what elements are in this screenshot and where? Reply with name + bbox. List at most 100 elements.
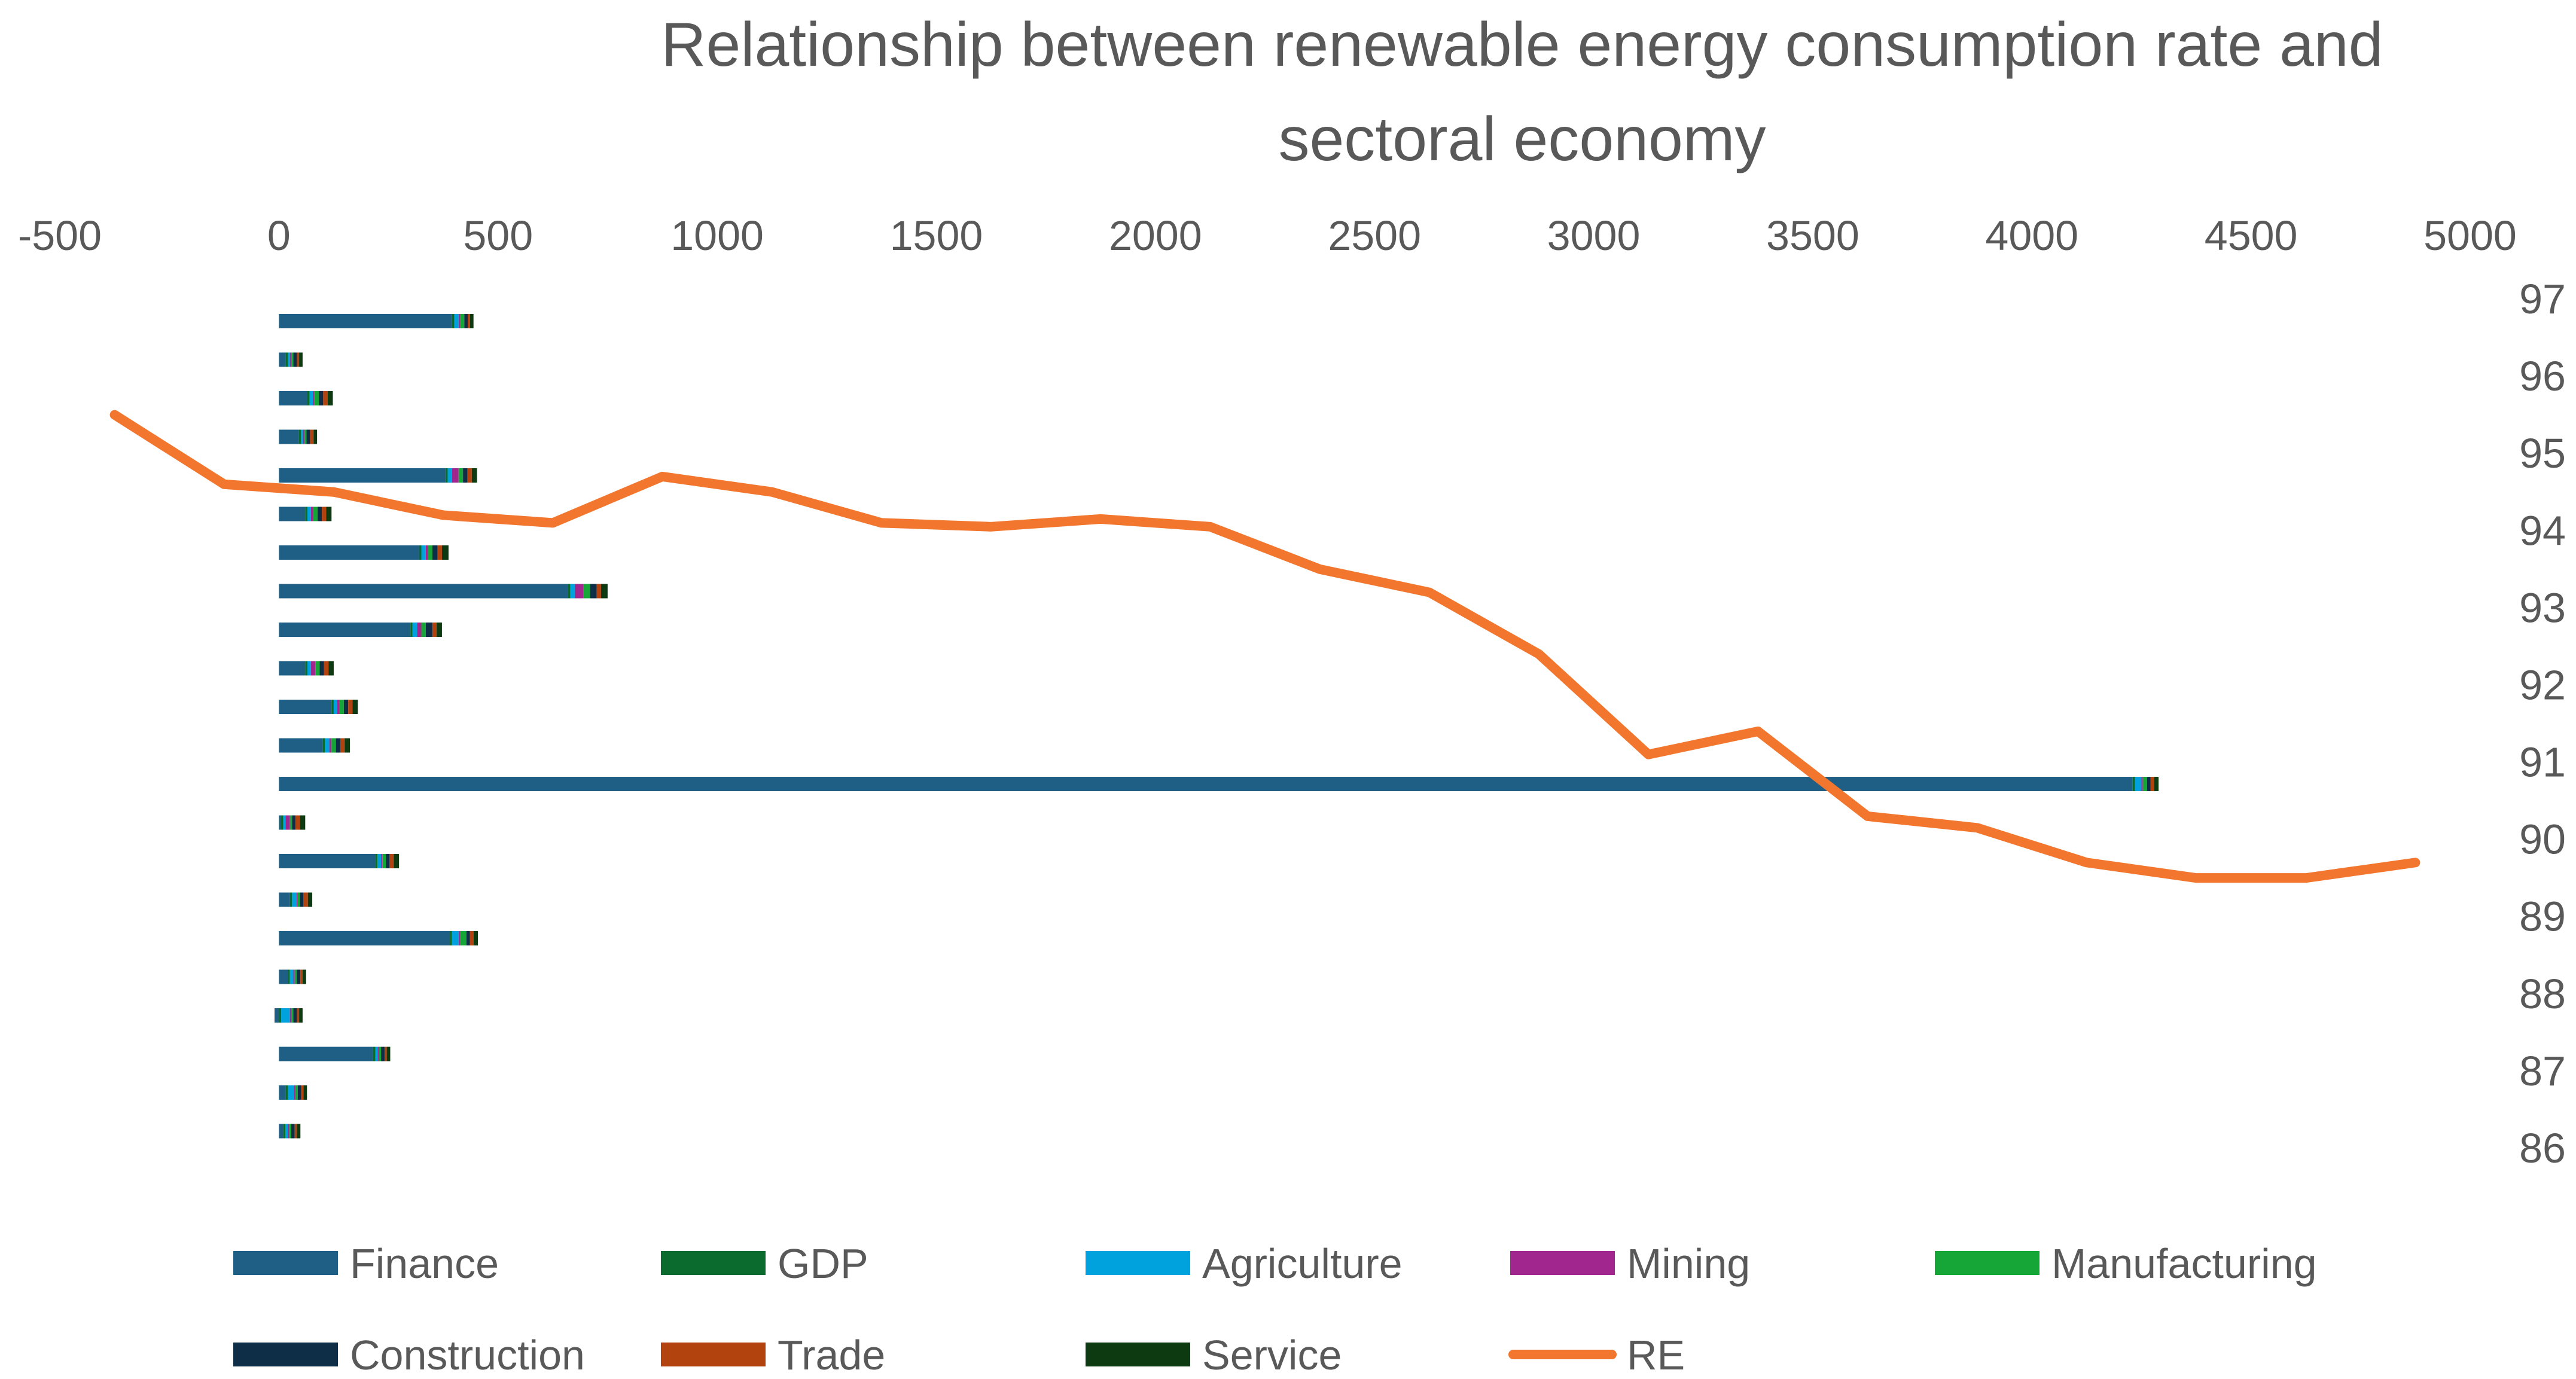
bar-segment-trade [2150,777,2154,791]
bar-segment-mining [293,969,295,984]
bar-segment-manufacturing [382,854,386,868]
bar-segment-service [307,892,313,907]
y-tick-label: 93 [2519,584,2566,631]
bar-segment-agriculture [285,1124,288,1139]
bar-segment-service [326,507,332,521]
bar-segment-trade [389,854,394,868]
bar-segment-construction [432,545,438,560]
bar-segment-service [437,623,442,637]
bar-segment-construction [466,931,470,945]
y-tick-label: 86 [2519,1125,2566,1171]
bar-segment-finance [279,931,450,945]
bar-segment-trade [384,1047,387,1061]
bar-segment-mining [289,1008,291,1023]
chart-title-line-2: sectoral economy [1278,105,1766,174]
bar-segment-construction [297,1085,301,1100]
y-tick-label: 96 [2519,353,2566,399]
bar-segment-service [352,700,358,714]
legend-label-construction: Construction [350,1332,585,1378]
bar-segment-manufacturing [289,1124,291,1139]
y-tick-label: 97 [2519,276,2566,322]
bar-segment-finance [279,1124,283,1139]
bar-segment-gdp [305,661,307,676]
re-line-path [109,410,2420,883]
y-tick-label: 89 [2519,893,2566,940]
bar-segment-mining [303,429,304,444]
bar-segment-mining [377,1047,379,1061]
bar-segment-trade [301,1085,304,1100]
legend-label-mining: Mining [1627,1240,1750,1287]
bar-segment-agriculture [309,391,313,405]
bar-segment-gdp [288,969,290,984]
bar-segment-manufacturing [291,352,294,367]
x-tick-label: 0 [267,212,291,259]
bar-segment-finance [279,352,286,367]
x-tick-label: -500 [18,212,102,259]
bar-segment-service [297,1124,301,1139]
bar-segment-mining [574,584,584,599]
bar-segment-finance [279,391,307,405]
bar-segment-agriculture [288,1085,295,1100]
bar-segment-manufacturing [291,1008,294,1023]
bar-segment-trade [467,468,472,483]
bar-segment-gdp [305,507,307,521]
bar-segment-service [473,931,478,945]
bar-segment-finance [279,545,419,560]
bar-segment-gdp [289,892,292,907]
bar-segment-mining [417,623,422,637]
legend-label-manufacturing: Manufacturing [2051,1240,2317,1287]
bar-segment-gdp [450,931,452,945]
bar-segment-agriculture [2135,777,2142,791]
bar-segment-construction [293,1008,297,1023]
bar-segment-trade [468,314,470,328]
bar-segment-service [299,1008,303,1023]
bar-segment-gdp [281,815,283,830]
x-tick-label: 2000 [1109,212,1202,259]
bar-segment-manufacturing [583,584,590,599]
bar-segment-service [328,661,334,676]
legend-swatch-construction [233,1343,338,1366]
bar-segment-trade [297,352,300,367]
bar-segment-service [313,429,318,444]
bar-segment-gdp [298,429,301,444]
bar-segment-mining [458,314,460,328]
legend-label-service: Service [1202,1332,1342,1378]
bar-segment-finance [275,1008,279,1023]
x-tick-label: 4500 [2205,212,2298,259]
chart-title-line-1: Relationship between renewable energy co… [661,10,2383,80]
bar-segment-trade [470,931,474,945]
bar-segment-service [386,1047,391,1061]
bar-segment-finance [279,777,2133,791]
bar-segment-manufacturing [428,545,432,560]
bar-segment-manufacturing [331,738,336,753]
bar-segment-construction [293,352,297,367]
bar-segment-manufacturing [289,815,292,830]
bar-segment-trade [324,661,329,676]
bar-segment-manufacturing [314,391,319,405]
bar-segment-construction [386,854,390,868]
bar-segment-agriculture [292,892,297,907]
bar-segment-construction [319,391,324,405]
legend-swatch-agriculture [1086,1251,1190,1275]
stacked-bars [275,314,2159,1139]
bar-segment-service [470,314,474,328]
bar-segment-trade [297,1008,300,1023]
bar-segment-gdp [410,623,413,637]
bar-segment-construction [381,1047,385,1061]
bar-segment-mining [296,892,298,907]
bar-segment-finance [279,314,452,328]
x-tick-label: 5000 [2423,212,2517,259]
bar-segment-trade [300,969,303,984]
bar-segment-service [2154,777,2159,791]
bar-segment-service [600,584,608,599]
x-tick-label: 3000 [1547,212,1641,259]
bar-segment-trade [322,507,327,521]
bar-segment-agriculture [289,969,294,984]
bar-segment-mining [381,854,383,868]
bar-segment-service [345,738,350,753]
bar-segment-manufacturing [295,1085,298,1100]
y-tick-label: 90 [2519,816,2566,863]
legend-swatch-trade [661,1343,766,1366]
bar-segment-finance [279,468,446,483]
bar-segment-agriculture [288,352,290,367]
